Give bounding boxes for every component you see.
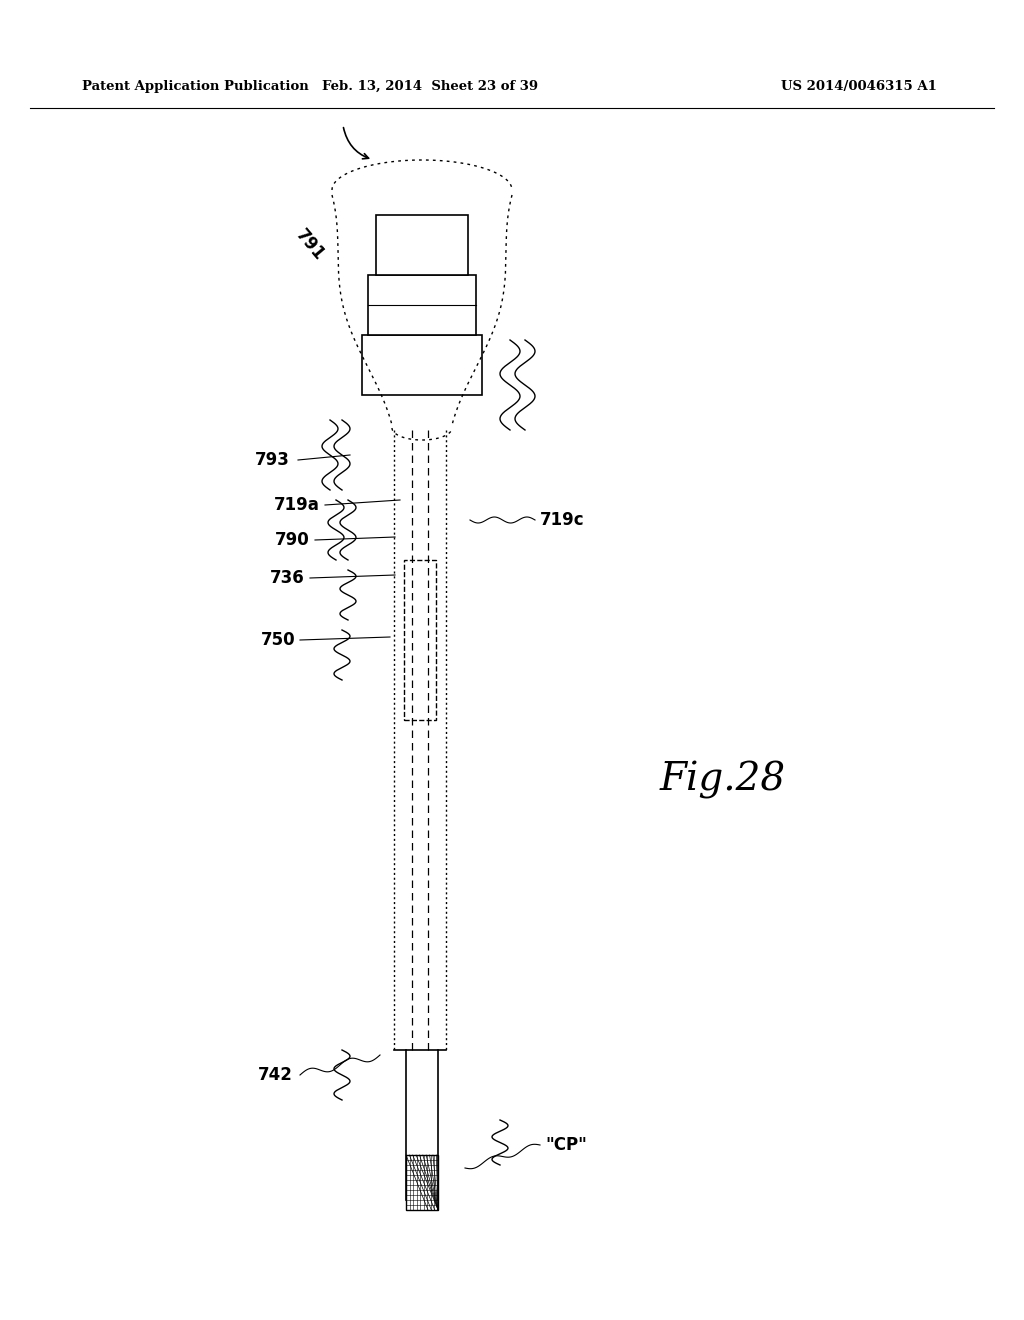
Text: 793: 793 <box>255 451 290 469</box>
Text: 719c: 719c <box>540 511 585 529</box>
Text: Patent Application Publication: Patent Application Publication <box>82 81 308 92</box>
Text: 719a: 719a <box>274 496 319 513</box>
Text: 790: 790 <box>275 531 310 549</box>
Text: 750: 750 <box>260 631 295 649</box>
Bar <box>362 335 482 395</box>
Bar <box>376 215 468 275</box>
Text: 791: 791 <box>292 226 328 264</box>
Bar <box>368 275 476 335</box>
Text: US 2014/0046315 A1: US 2014/0046315 A1 <box>781 81 937 92</box>
Text: 742: 742 <box>258 1067 293 1084</box>
Text: "CP": "CP" <box>545 1137 587 1154</box>
Text: Feb. 13, 2014  Sheet 23 of 39: Feb. 13, 2014 Sheet 23 of 39 <box>322 81 539 92</box>
Bar <box>404 560 436 719</box>
Text: 736: 736 <box>270 569 305 587</box>
Text: Fig.28: Fig.28 <box>660 762 786 799</box>
Bar <box>406 1155 438 1210</box>
